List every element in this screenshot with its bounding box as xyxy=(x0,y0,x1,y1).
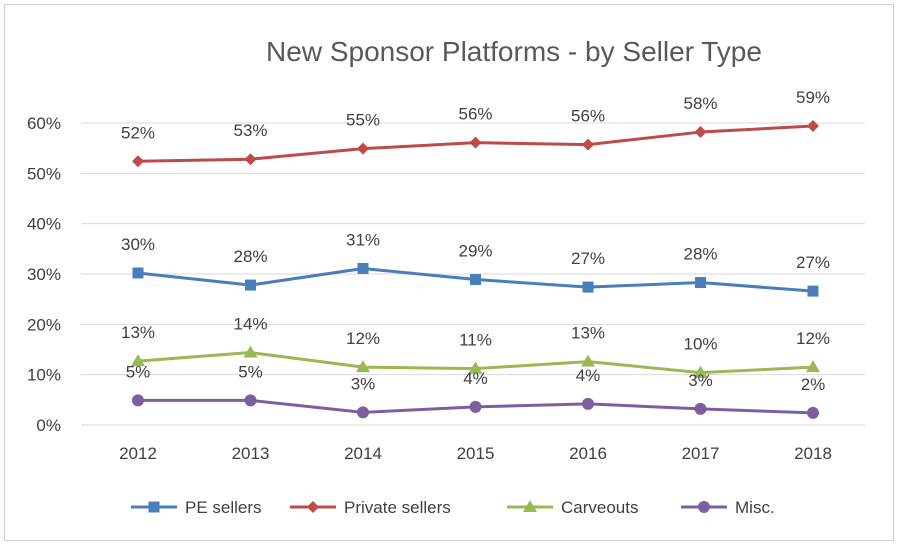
data-label: 58% xyxy=(683,94,717,113)
data-label: 27% xyxy=(571,249,605,268)
data-point xyxy=(807,406,819,419)
y-tick-label: 30% xyxy=(27,265,61,284)
data-label: 27% xyxy=(796,253,830,272)
data-label: 2% xyxy=(801,375,826,394)
y-tick-label: 50% xyxy=(27,164,61,183)
y-tick-label: 60% xyxy=(27,114,61,133)
data-label: 30% xyxy=(121,235,155,254)
data-point xyxy=(469,400,482,413)
data-label: 55% xyxy=(346,111,380,130)
data-point xyxy=(244,394,257,407)
data-label: 5% xyxy=(238,362,263,381)
data-label: 5% xyxy=(126,362,151,381)
x-tick-label: 2017 xyxy=(682,444,720,463)
x-tick-label: 2014 xyxy=(344,444,382,463)
data-point xyxy=(807,120,819,133)
data-label: 3% xyxy=(351,374,376,393)
y-tick-label: 0% xyxy=(36,416,61,435)
x-tick-label: 2012 xyxy=(119,444,157,463)
series-private-sellers xyxy=(132,120,819,168)
data-point xyxy=(807,285,819,297)
data-label: 59% xyxy=(796,88,830,107)
data-point xyxy=(356,360,370,373)
data-point xyxy=(245,279,256,291)
y-tick-label: 40% xyxy=(27,215,61,234)
data-label: 53% xyxy=(233,121,267,140)
chart-frame: New Sponsor Platforms - by Seller Type 0… xyxy=(4,4,894,541)
data-label: 56% xyxy=(571,107,605,126)
data-labels: 30% 28% 31% 29% 27% 28% 27% 52% 53% 55% 56% 56% 58% 5… xyxy=(121,88,830,394)
data-label: 13% xyxy=(571,324,605,343)
data-point xyxy=(693,365,708,378)
data-point xyxy=(695,277,706,289)
legend-label: Misc. xyxy=(735,498,775,517)
data-point xyxy=(357,262,369,274)
legend-marker xyxy=(307,501,319,513)
data-label: 11% xyxy=(459,331,492,350)
data-point xyxy=(243,345,258,358)
legend-label: PE sellers xyxy=(185,498,262,517)
data-label: 12% xyxy=(346,329,380,348)
data-point xyxy=(131,354,145,367)
data-point xyxy=(469,136,482,149)
data-point xyxy=(582,281,594,293)
series-layer xyxy=(131,120,820,419)
data-label: 12% xyxy=(796,329,830,348)
legend-item: PE sellers xyxy=(131,498,262,517)
data-label: 4% xyxy=(463,369,488,388)
data-point xyxy=(582,138,594,151)
data-label: 56% xyxy=(458,105,492,124)
legend-label: Carveouts xyxy=(561,498,638,517)
data-point xyxy=(132,267,144,279)
data-label: 31% xyxy=(346,230,380,249)
data-label: 3% xyxy=(688,371,713,390)
data-label: 28% xyxy=(233,247,267,266)
y-tick-label: 20% xyxy=(27,315,61,334)
data-point xyxy=(357,406,369,419)
data-label: 13% xyxy=(121,323,155,342)
data-label: 29% xyxy=(458,242,492,261)
data-point xyxy=(132,155,144,168)
series-misc xyxy=(132,394,819,419)
line-chart: New Sponsor Platforms - by Seller Type 0… xyxy=(27,36,865,517)
series-carveouts xyxy=(131,345,820,378)
data-label: 52% xyxy=(121,123,155,142)
data-point xyxy=(132,394,144,407)
data-label: 10% xyxy=(683,335,717,354)
data-label: 4% xyxy=(576,366,601,385)
data-point xyxy=(468,361,483,374)
legend-item: Misc. xyxy=(681,498,775,517)
chart-title: New Sponsor Platforms - by Seller Type xyxy=(266,36,762,67)
gridlines xyxy=(81,122,865,426)
data-label: 28% xyxy=(683,245,717,264)
x-tick-label: 2015 xyxy=(457,444,495,463)
data-label: 14% xyxy=(233,315,267,334)
x-tick-label: 2018 xyxy=(794,444,832,463)
x-axis-ticks: 2012 2013 2014 2015 2016 2017 2018 xyxy=(119,444,832,463)
data-point xyxy=(806,360,820,373)
legend-marker xyxy=(523,500,537,512)
data-point xyxy=(357,142,369,155)
legend-item: Carveouts xyxy=(507,498,638,517)
data-point xyxy=(582,397,594,410)
data-point xyxy=(694,402,707,415)
y-tick-label: 10% xyxy=(27,366,61,385)
x-tick-label: 2016 xyxy=(569,444,607,463)
legend-marker xyxy=(698,501,710,513)
legend-marker xyxy=(148,501,160,513)
legend-label: Private sellers xyxy=(344,498,451,517)
legend: PE sellers Private sellers Carveouts Misc. xyxy=(131,498,775,517)
data-point xyxy=(244,153,257,166)
data-point xyxy=(694,126,707,139)
legend-item: Private sellers xyxy=(290,498,451,517)
data-point xyxy=(581,354,595,367)
y-axis-ticks: 0% 10% 20% 30% 40% 50% 60% xyxy=(27,114,61,435)
series-pe-sellers xyxy=(132,262,819,297)
data-point xyxy=(470,274,481,286)
x-tick-label: 2013 xyxy=(232,444,270,463)
